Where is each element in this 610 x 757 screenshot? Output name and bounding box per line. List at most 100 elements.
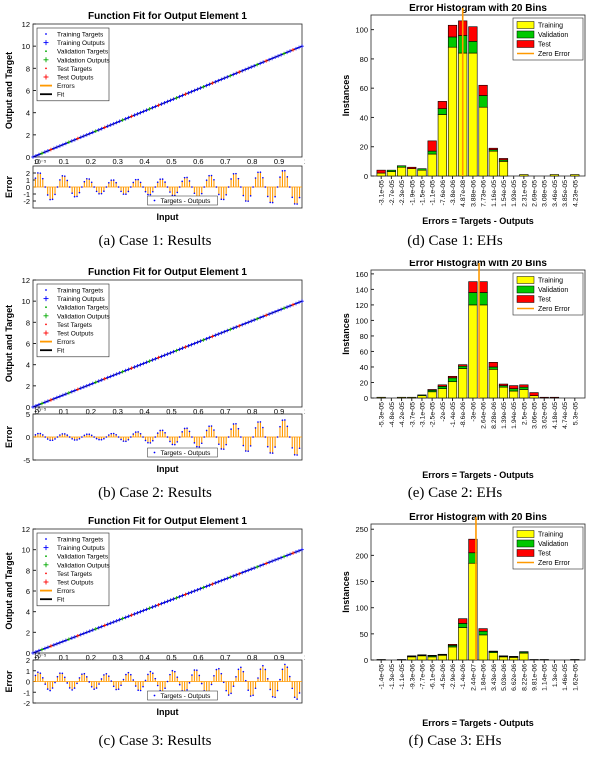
x-tick-label: -8.6e-06 xyxy=(460,402,467,428)
y-tick-label: 250 xyxy=(355,525,368,534)
error-multiplier: 10⁻⁵ xyxy=(34,407,47,414)
x-tick-label: 0.2 xyxy=(86,653,96,662)
x-axis-label: Errors = Targets - Outputs xyxy=(422,216,534,226)
fit-chart-case2: Function Fit for Output Element 10246810… xyxy=(4,267,305,474)
legend-label: Training Outputs xyxy=(57,296,106,303)
error-point xyxy=(271,201,274,204)
hist-bar xyxy=(447,646,458,661)
x-tick-label: 0.6 xyxy=(193,407,203,416)
y-tick-label: 2 xyxy=(26,656,30,665)
error-point xyxy=(68,687,71,689)
error-point xyxy=(134,178,137,181)
error-point xyxy=(183,176,186,179)
fit-legend-box xyxy=(36,283,110,358)
error-point xyxy=(191,674,193,676)
error-point xyxy=(176,191,179,194)
x-tick-label: 1.3e-05 xyxy=(552,664,559,687)
x-tick-label: 0.4 xyxy=(139,157,149,166)
legend-label: Training xyxy=(538,23,563,30)
legend-label: Targets - Outputs xyxy=(161,198,212,205)
y-tick-label: 1 xyxy=(26,667,30,676)
x-tick-label: 0.2 xyxy=(86,157,96,166)
error-point xyxy=(73,687,76,689)
x-axis-label: Errors = Targets - Outputs xyxy=(422,718,534,728)
legend-label: Validation Targets xyxy=(57,554,109,561)
error-point xyxy=(271,452,274,454)
error-point xyxy=(193,192,196,195)
legend-label: Validation Outputs xyxy=(57,57,110,64)
x-tick-label: 4.18e-05 xyxy=(552,402,559,429)
error-point xyxy=(240,436,242,438)
error-point xyxy=(34,177,37,179)
error-point xyxy=(218,667,220,670)
error-point xyxy=(44,186,47,188)
error-point xyxy=(88,681,91,683)
error-point xyxy=(237,177,240,180)
y-tick-label: 0 xyxy=(26,678,30,687)
legend-label: Training Targets xyxy=(57,537,104,544)
error-point xyxy=(130,673,132,676)
x-tick-label: -2.9e-06 xyxy=(450,664,457,690)
caption-case3-ehs: (f) Case 3: EHs xyxy=(408,733,502,749)
error-point xyxy=(244,450,247,452)
error-point xyxy=(183,427,186,430)
x-tick-label: -3.1e-05 xyxy=(379,180,386,206)
y-tick-label: 100 xyxy=(355,604,368,613)
error-point xyxy=(164,181,166,183)
error-point xyxy=(95,190,98,193)
y-tick-label: 0 xyxy=(364,656,368,665)
hist-bar xyxy=(468,26,478,42)
x-tick-label: 2.44e-07 xyxy=(470,664,477,691)
y-tick-label: -5 xyxy=(23,456,30,465)
y-tick-label: 40 xyxy=(360,363,368,372)
error-point xyxy=(156,684,159,687)
error-point xyxy=(51,198,54,201)
x-tick-label: -2.5e-05 xyxy=(430,402,437,428)
hist-bar xyxy=(478,106,488,177)
hist-bar xyxy=(488,150,498,177)
error-point xyxy=(37,432,39,435)
x-tick-label: 1.16e-05 xyxy=(491,180,498,207)
error-point xyxy=(293,203,296,205)
x-tick-label: 0.4 xyxy=(139,653,149,662)
error-point xyxy=(249,445,252,447)
y-axis-label: Output and Target xyxy=(4,552,14,629)
hist-bar xyxy=(468,41,478,54)
x-tick-label: -2e-05 xyxy=(440,402,447,422)
y-axis-label: Instances xyxy=(341,75,351,117)
y-tick-label: 160 xyxy=(355,270,368,279)
y-tick-label: 10 xyxy=(22,297,30,306)
legend-label: Validation Targets xyxy=(57,305,109,312)
hist-bar xyxy=(447,375,458,379)
hist-bar xyxy=(458,618,468,624)
hist-bar xyxy=(427,654,437,657)
x-tick-label: 0.1 xyxy=(59,157,69,166)
error-point xyxy=(259,668,262,670)
error-point xyxy=(161,178,164,180)
error-point xyxy=(252,436,254,438)
y-axis-label: Output and Target xyxy=(4,305,14,382)
error-point xyxy=(144,439,147,442)
error-point xyxy=(222,198,225,201)
error-point xyxy=(78,437,81,440)
legend-label: Fit xyxy=(57,597,64,604)
error-point xyxy=(88,178,91,180)
x-tick-label: -5.3e-05 xyxy=(379,402,386,428)
y-tick-label: 5 xyxy=(26,410,30,419)
x-tick-label: 8.28e-06 xyxy=(491,402,498,429)
x-tick-label: 0.3 xyxy=(112,157,122,166)
error-point xyxy=(257,677,259,679)
y-tick-label: 2 xyxy=(26,131,30,140)
chart-title: Error Histogram with 20 Bins xyxy=(409,512,547,523)
x-tick-label: 2.64e-06 xyxy=(481,402,488,429)
error-legend-box xyxy=(147,195,218,206)
x-tick-label: 0.5 xyxy=(166,407,176,416)
hist-bar xyxy=(437,386,447,389)
x-tick-label: -1.1e-05 xyxy=(430,180,437,206)
hist-bar xyxy=(407,656,417,661)
error-point xyxy=(286,425,289,428)
error-point xyxy=(176,441,179,443)
error-point xyxy=(169,440,171,443)
hist-bar xyxy=(447,24,458,38)
error-point xyxy=(159,178,161,180)
